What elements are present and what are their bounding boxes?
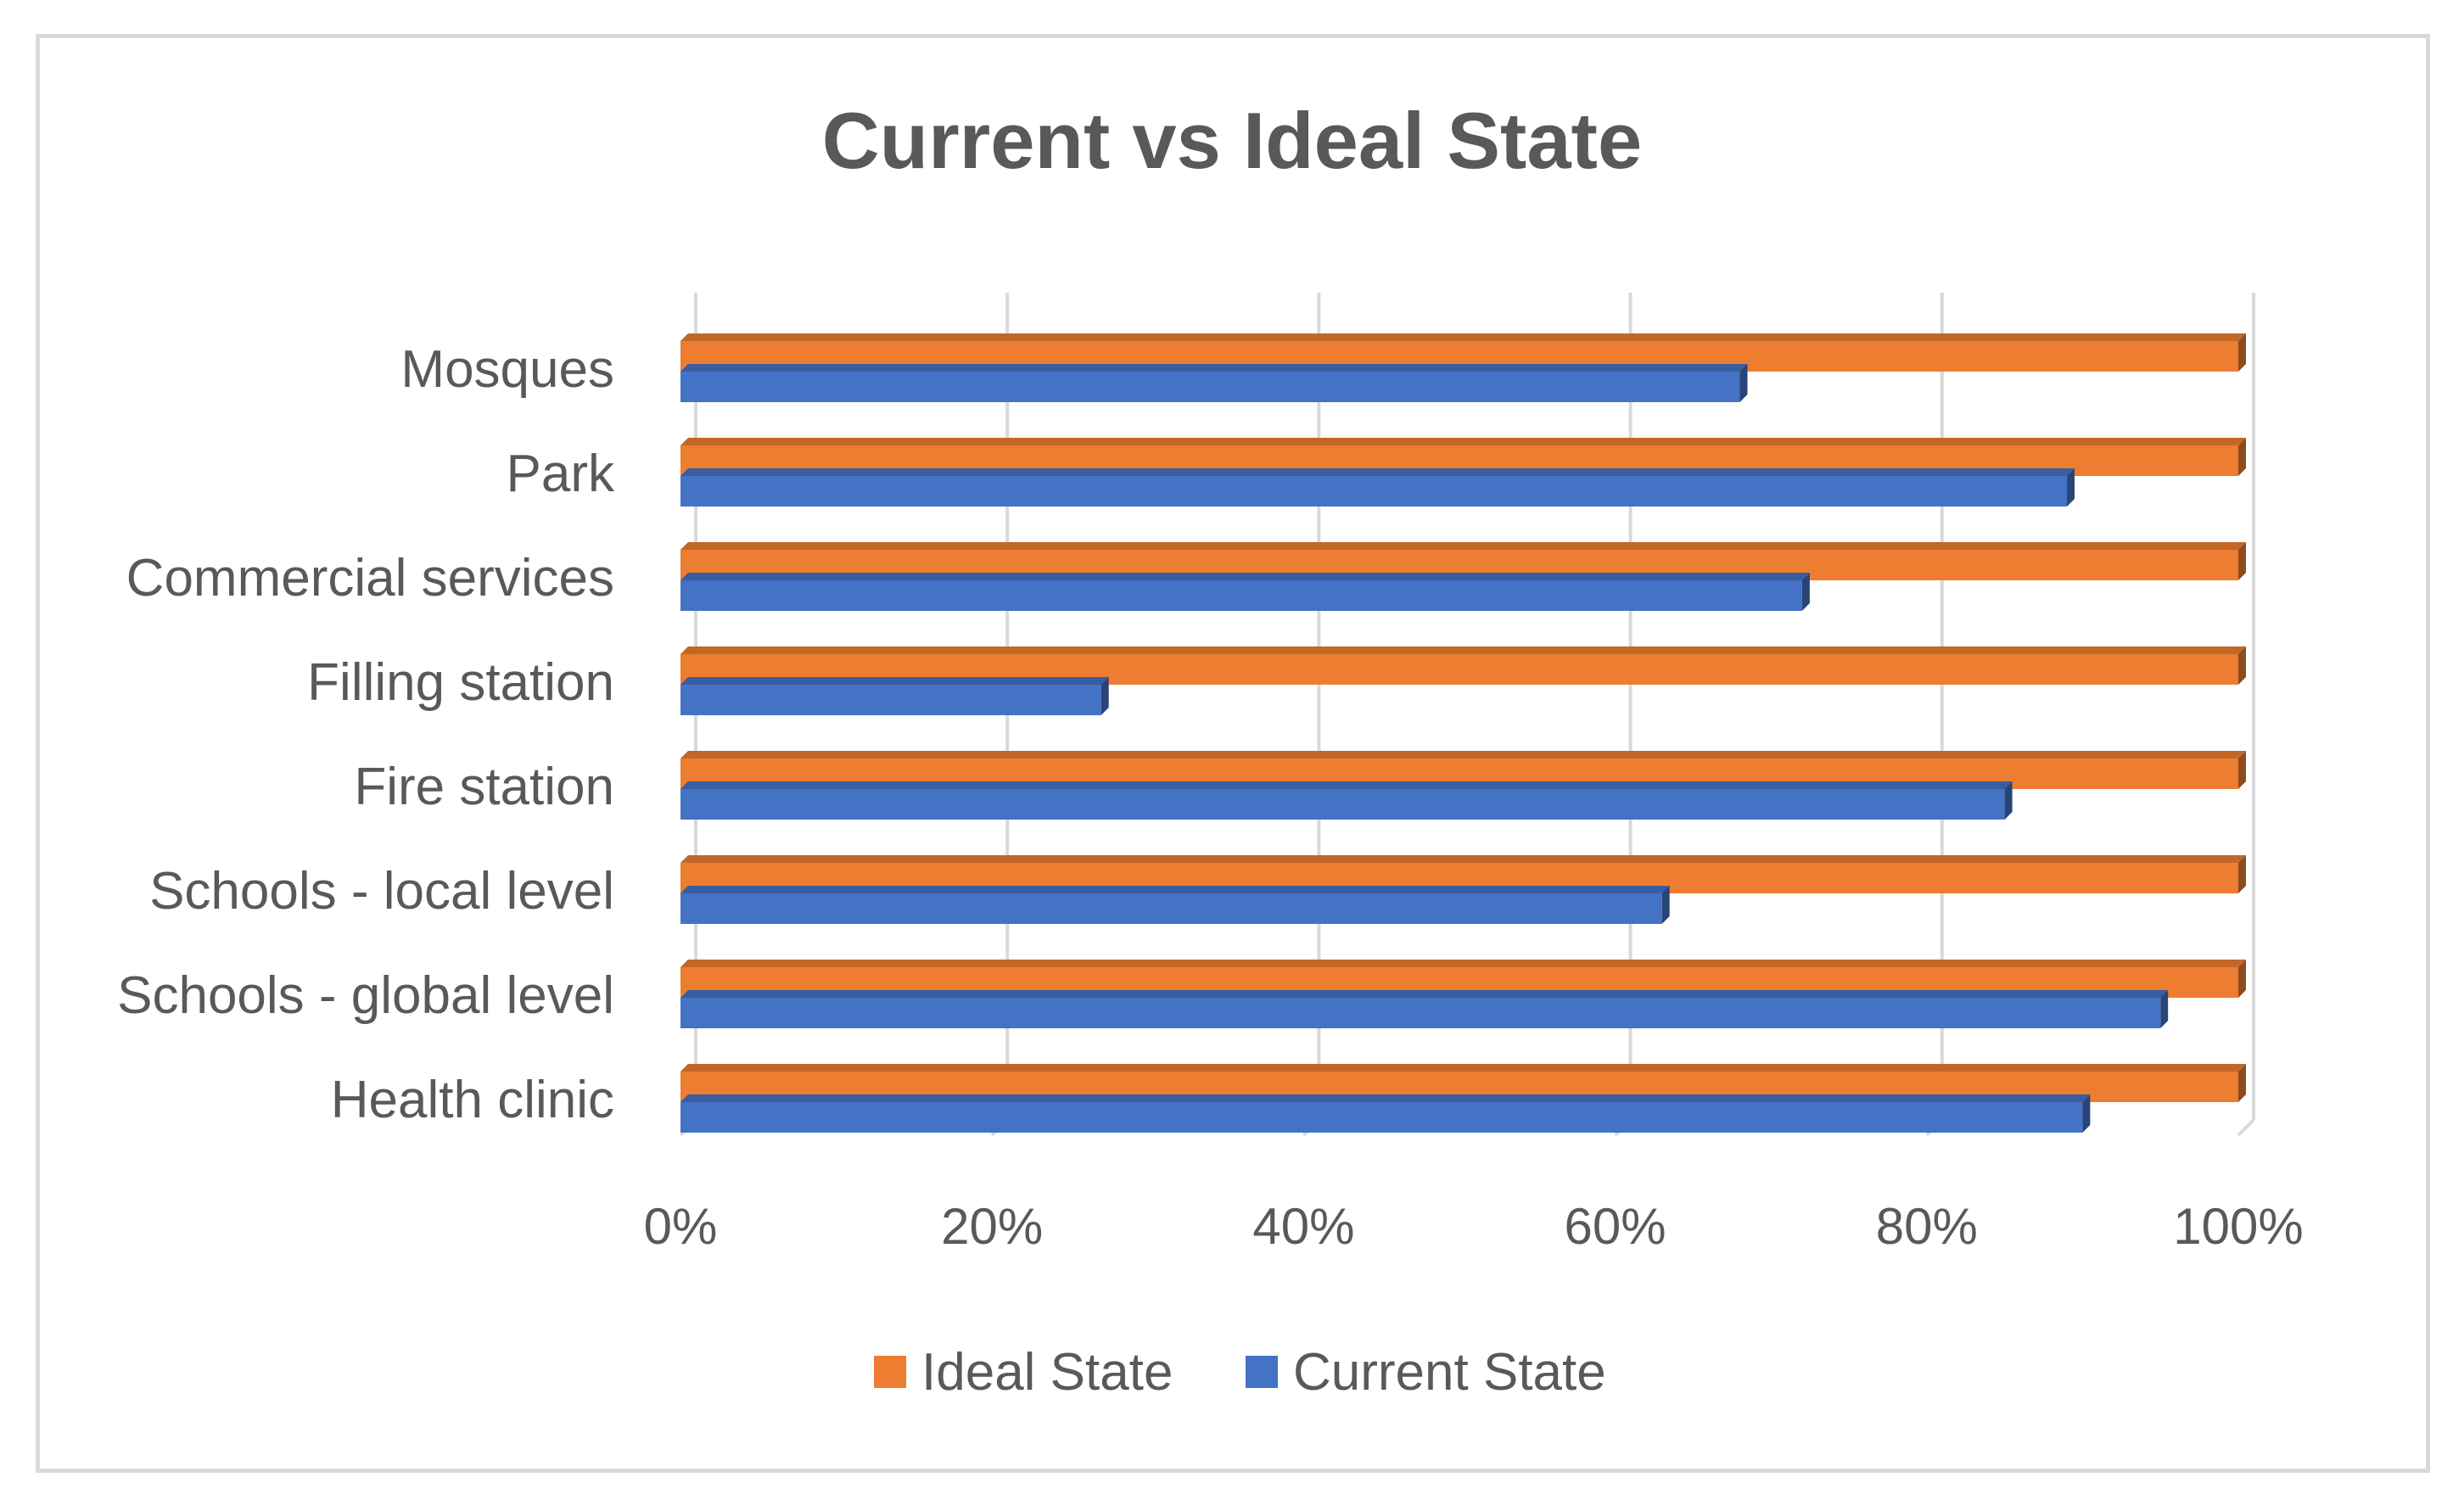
category-axis: Mosques Park Commercial services Filling st… — [117, 340, 615, 1129]
legend-item: Current State — [1246, 1343, 1606, 1402]
category-label: Schools - global level — [117, 966, 614, 1025]
value-axis: 0% 20% 40% 60% 80% 100% — [644, 1198, 2304, 1255]
current-state-bar — [680, 677, 1109, 715]
category-label: Mosques — [400, 340, 614, 399]
plot-area — [680, 333, 2246, 1133]
legend: Ideal State Current State — [874, 1343, 1606, 1402]
x-tick-label: 80% — [1876, 1198, 1978, 1255]
current-state-bar — [680, 468, 2075, 507]
current-state-bar — [680, 364, 1748, 402]
legend-swatch — [1246, 1356, 1278, 1388]
x-tick-label: 40% — [1252, 1198, 1354, 1255]
current-state-bar — [680, 990, 2169, 1028]
category-label: Health clinic — [331, 1071, 614, 1129]
current-state-bar — [680, 781, 2013, 820]
current-state-bar — [680, 573, 1810, 611]
category-label: Schools - local level — [149, 862, 614, 921]
legend-swatch — [874, 1356, 906, 1388]
category-label: Commercial services — [126, 549, 614, 607]
legend-label: Current State — [1293, 1343, 1606, 1402]
gridline-floor — [2237, 1118, 2255, 1137]
category-label: Filling station — [307, 653, 614, 712]
legend-item: Ideal State — [874, 1343, 1173, 1402]
legend-label: Ideal State — [921, 1343, 1173, 1402]
chart-title: Current vs Ideal State — [822, 96, 1642, 185]
x-tick-label: 20% — [941, 1198, 1043, 1255]
current-state-bar — [680, 886, 1670, 924]
x-tick-label: 100% — [2173, 1198, 2303, 1255]
x-tick-label: 60% — [1565, 1198, 1666, 1255]
current-state-bar — [680, 1094, 2091, 1133]
category-label: Park — [507, 445, 615, 503]
x-tick-label: 0% — [644, 1198, 718, 1255]
category-label: Fire station — [354, 758, 614, 816]
